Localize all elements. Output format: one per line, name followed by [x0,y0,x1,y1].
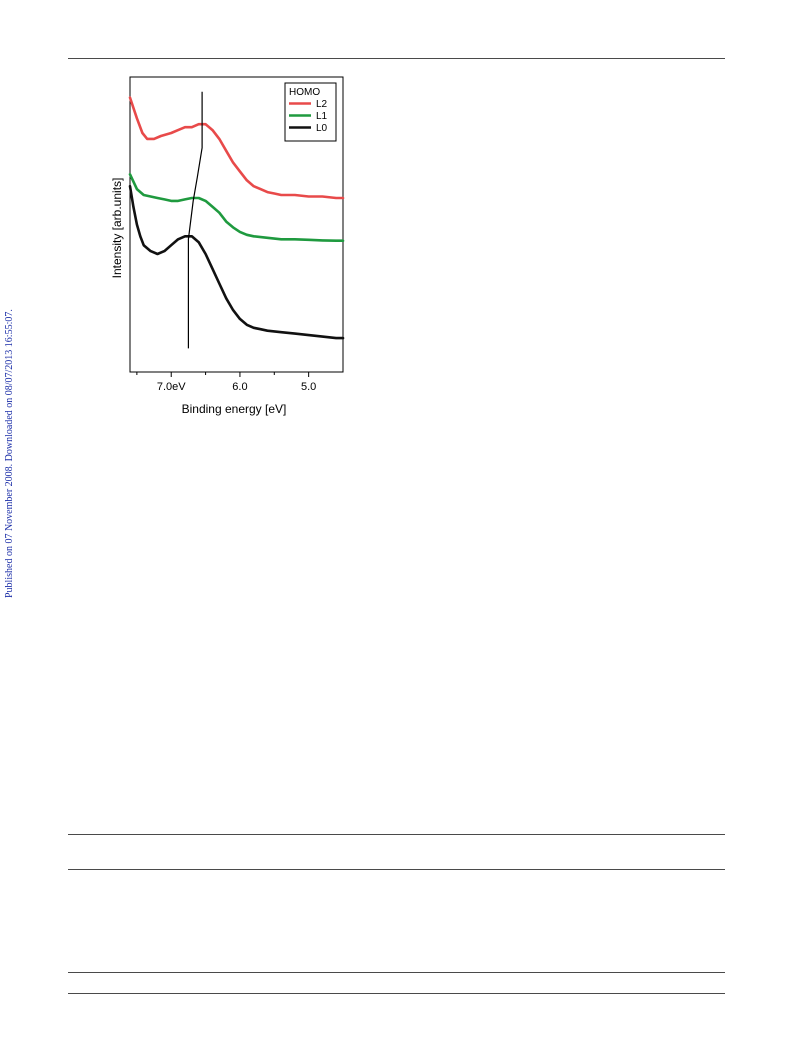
footer-rule-4 [68,993,725,994]
x-axis-ticks: 7.0eV 6.0 5.0 [136,372,316,393]
plot-frame [129,76,344,373]
y-axis-label: Intensity [arb.units] [110,178,124,279]
footer-rule-2 [68,869,725,870]
legend-title: HOMO [289,87,320,98]
series-line-l2 [128,96,345,200]
legend-box [284,82,337,142]
peak-guide-line [187,91,203,349]
series-group [128,91,345,349]
legend-label-l2: L2 [316,99,328,110]
series-line-l1 [128,173,345,242]
legend-label-l0: L0 [316,123,328,134]
header-rule [68,58,725,59]
publication-sidebar-text: Published on 07 November 2008. Downloade… [4,309,15,598]
series-line-l0 [128,184,345,340]
x-tick-label: 5.0 [301,381,316,393]
legend-label-l1: L1 [316,111,328,122]
footer-rule-1 [68,834,725,835]
x-axis-label: Binding energy [eV] [182,402,287,416]
x-tick-label: 6.0 [232,381,247,393]
binding-energy-chart: 7.0eV 6.0 5.0 Binding energy [eV] Intensit… [110,76,345,416]
x-tick-label: 7.0eV [157,381,186,393]
footer-rule-3 [68,972,725,973]
